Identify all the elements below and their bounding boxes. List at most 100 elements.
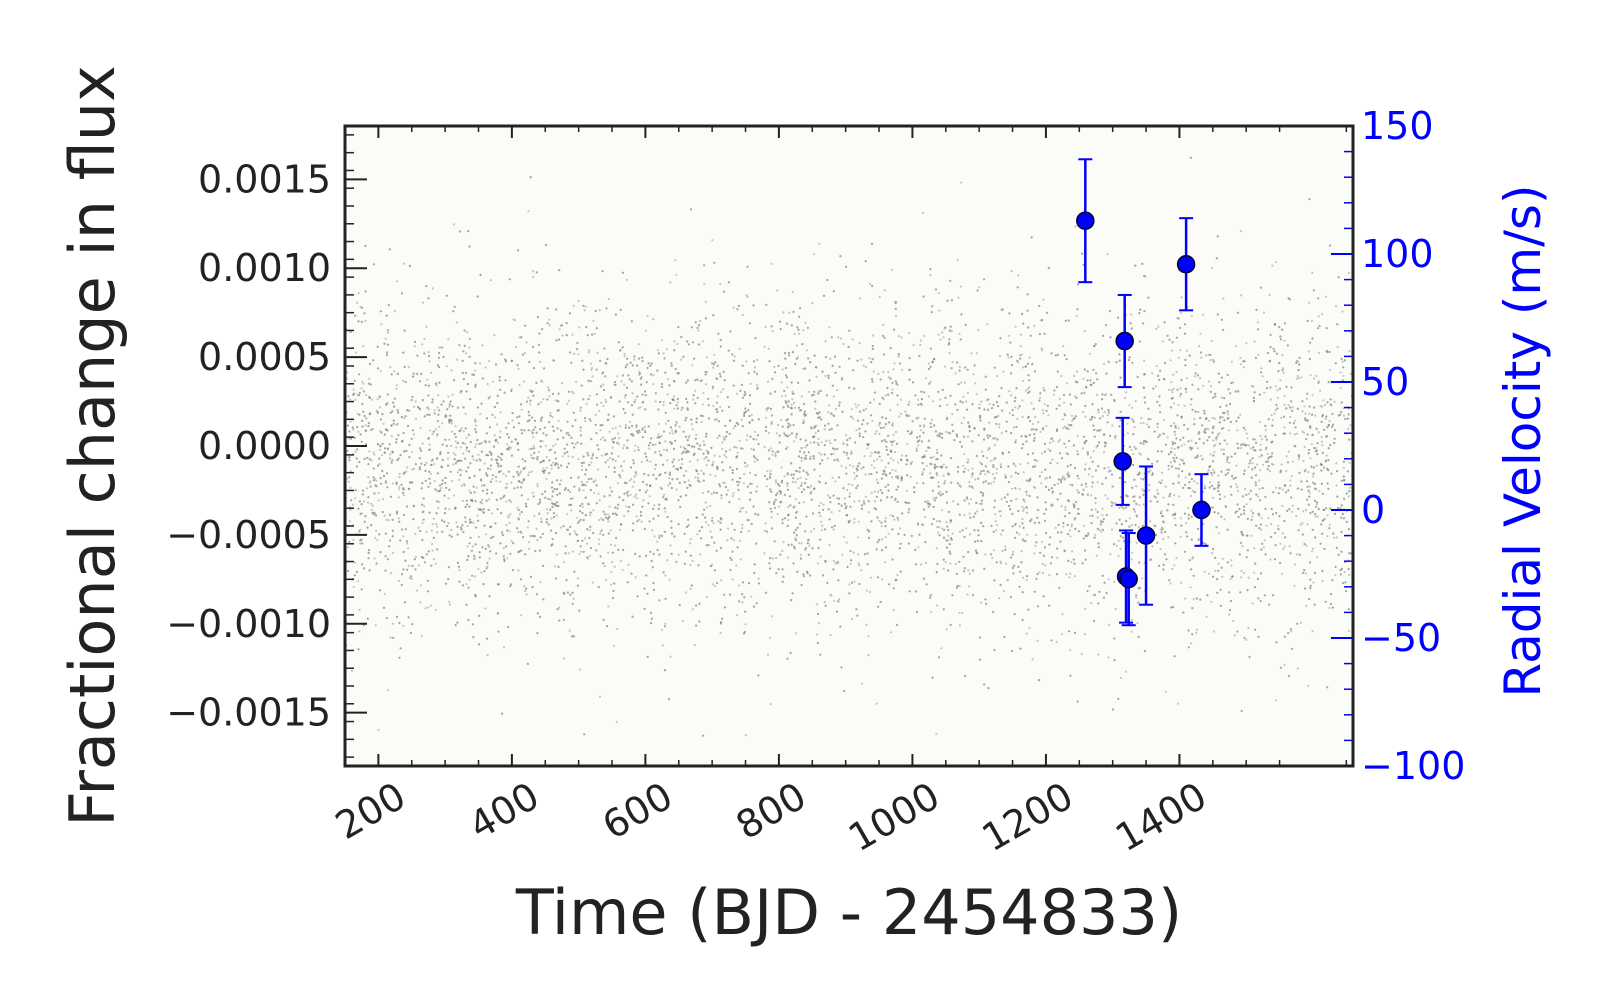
flux-point [671, 429, 674, 432]
flux-point [917, 403, 920, 406]
flux-point [968, 572, 971, 576]
flux-point [679, 445, 683, 448]
flux-point [1199, 454, 1203, 457]
flux-point [872, 459, 876, 463]
flux-point [354, 450, 357, 453]
flux-point [387, 331, 390, 334]
flux-point [573, 570, 576, 573]
flux-point [1101, 393, 1104, 396]
flux-point [1216, 313, 1219, 316]
flux-point [368, 481, 371, 484]
flux-point [1190, 439, 1193, 442]
flux-point [496, 612, 499, 615]
flux-point [674, 430, 677, 434]
flux-point [686, 444, 689, 447]
flux-point [984, 480, 987, 483]
flux-point [786, 386, 789, 389]
flux-point [1097, 411, 1100, 414]
flux-point [1326, 535, 1329, 538]
flux-point [832, 528, 835, 531]
flux-point [412, 504, 415, 507]
flux-point [1006, 493, 1009, 496]
flux-point [379, 445, 382, 448]
flux-point [536, 539, 539, 542]
flux-point [716, 408, 719, 411]
flux-point [1073, 503, 1076, 506]
flux-point [505, 482, 508, 485]
flux-point [1189, 494, 1192, 498]
flux-point [1180, 444, 1183, 447]
flux-point [1064, 414, 1067, 417]
flux-point [658, 442, 662, 445]
flux-point [468, 346, 471, 349]
flux-point [712, 314, 715, 317]
flux-point [1049, 441, 1052, 444]
flux-point [780, 418, 783, 422]
flux-point [657, 514, 660, 517]
flux-point [371, 504, 374, 507]
flux-point [878, 432, 881, 436]
flux-point [898, 415, 901, 418]
flux-point [1236, 489, 1240, 492]
flux-point [496, 441, 499, 444]
flux-point [1102, 451, 1106, 454]
flux-point [1000, 432, 1003, 435]
flux-point [660, 339, 664, 342]
flux-point [1210, 266, 1213, 270]
flux-point [672, 465, 675, 468]
flux-point [652, 318, 655, 321]
flux-point [1209, 384, 1213, 388]
flux-point [1276, 407, 1279, 410]
flux-point [633, 475, 636, 478]
flux-point [1281, 532, 1284, 535]
flux-point [581, 539, 584, 542]
flux-point [1111, 485, 1114, 488]
flux-point [1177, 475, 1180, 478]
flux-point [800, 542, 803, 545]
flux-point [1015, 497, 1018, 501]
flux-point [898, 527, 902, 530]
flux-point [520, 336, 523, 339]
flux-point [536, 458, 539, 461]
flux-point [348, 476, 351, 479]
flux-point [885, 474, 888, 477]
flux-point [393, 309, 396, 313]
flux-point [1296, 667, 1299, 670]
flux-point [908, 400, 911, 404]
flux-point [1007, 465, 1010, 468]
flux-point [458, 459, 461, 462]
flux-point [1288, 298, 1291, 301]
flux-point [728, 419, 732, 422]
flux-point [1074, 415, 1077, 418]
flux-point [998, 426, 1001, 429]
flux-point [1161, 340, 1164, 343]
flux-point [738, 497, 741, 501]
flux-point [988, 403, 991, 406]
flux-point [542, 470, 545, 473]
flux-point [1197, 410, 1200, 414]
flux-point [1001, 453, 1005, 456]
flux-point [1043, 512, 1046, 516]
flux-point [995, 401, 999, 404]
flux-point [665, 348, 669, 351]
flux-point [865, 407, 868, 410]
flux-point [1041, 452, 1044, 455]
flux-point [681, 619, 685, 623]
flux-point [436, 472, 440, 475]
flux-point [945, 546, 949, 549]
flux-point [1112, 502, 1115, 505]
flux-point [1221, 557, 1224, 560]
flux-point [638, 431, 642, 434]
flux-point [809, 441, 812, 444]
flux-point [792, 424, 795, 427]
flux-point [881, 416, 884, 419]
flux-point [824, 604, 827, 607]
flux-point [530, 430, 533, 433]
flux-point [1270, 413, 1273, 417]
flux-point [608, 494, 611, 497]
flux-point [798, 409, 801, 412]
flux-point [995, 422, 998, 426]
flux-point [664, 498, 667, 501]
flux-point [675, 422, 678, 425]
flux-point [1288, 432, 1292, 435]
